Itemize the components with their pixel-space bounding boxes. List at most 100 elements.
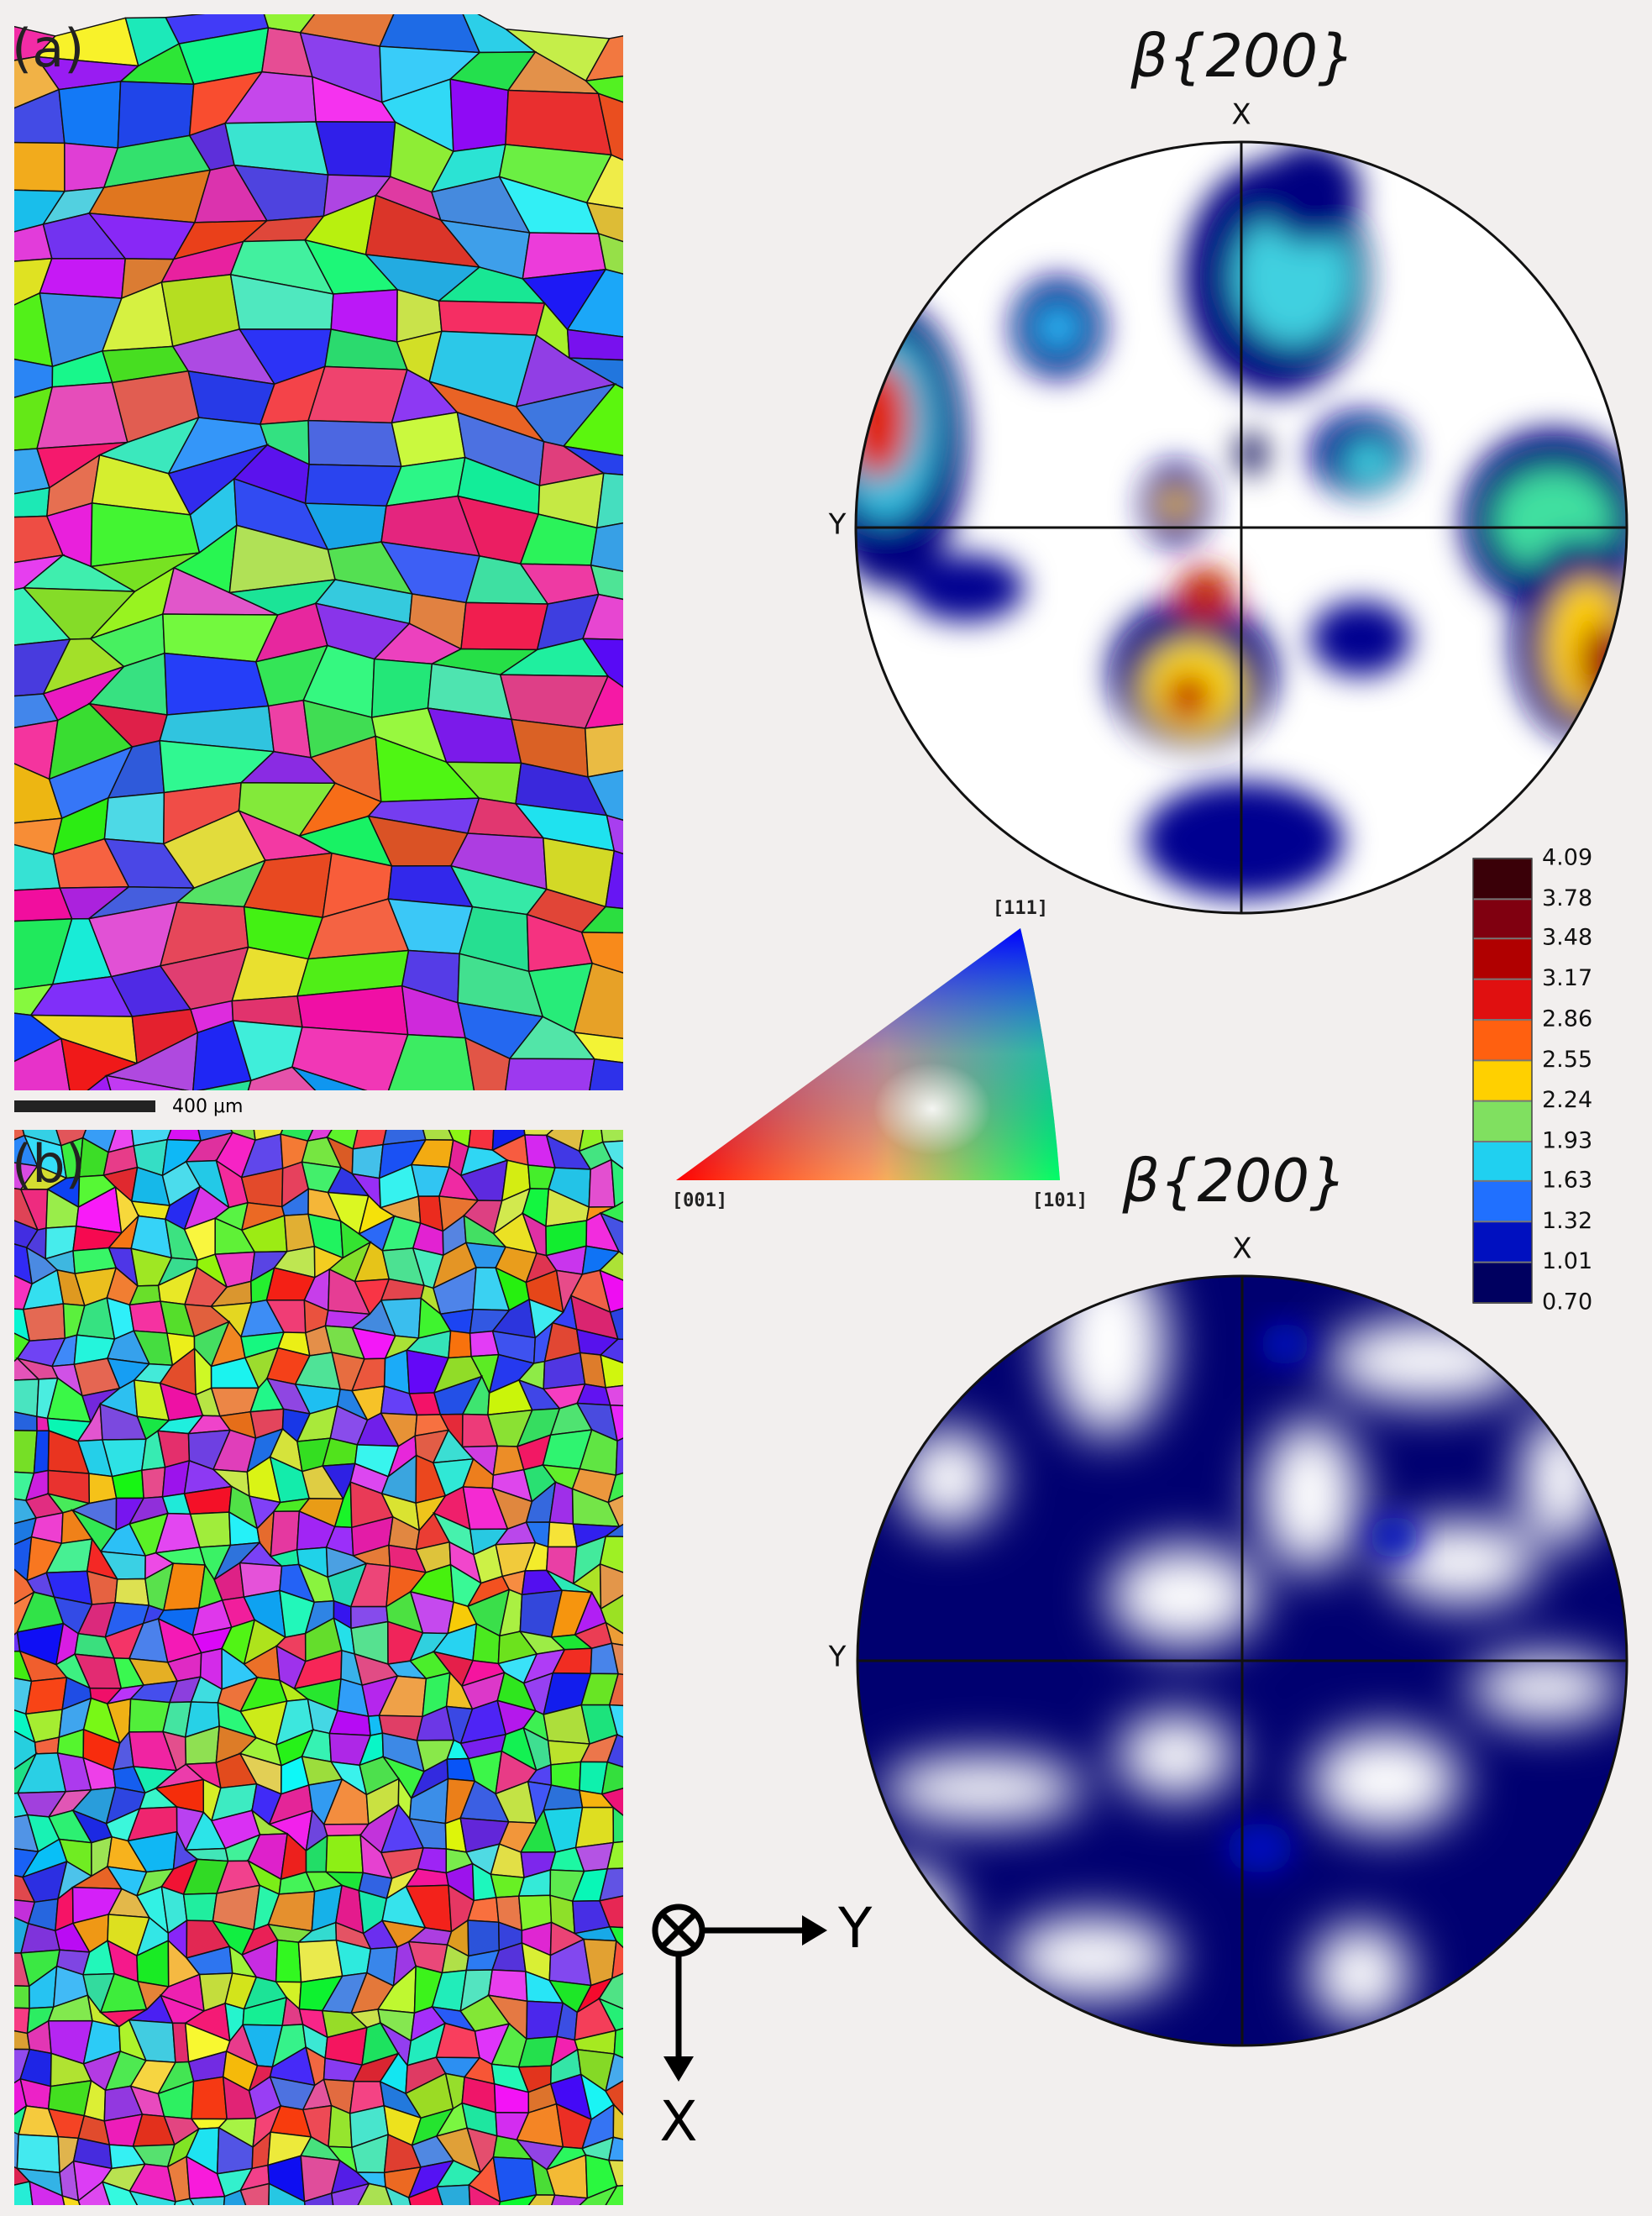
grain bbox=[600, 1788, 623, 1817]
grain bbox=[14, 1985, 30, 2009]
grain bbox=[599, 1895, 623, 1929]
grain bbox=[589, 1058, 623, 1090]
colorbar-band bbox=[1473, 859, 1532, 900]
grain bbox=[307, 419, 402, 468]
grain bbox=[605, 849, 623, 910]
axis-label: Y bbox=[828, 508, 847, 542]
grain bbox=[599, 1269, 623, 1313]
colorbar-band bbox=[1473, 979, 1532, 1020]
grain bbox=[599, 1562, 623, 1610]
panel-label: (a) bbox=[12, 18, 84, 79]
grain bbox=[590, 564, 623, 601]
grain bbox=[315, 121, 396, 178]
pole-figure-title: β{200} bbox=[1121, 1147, 1346, 1216]
colorbar-band bbox=[1473, 1019, 1532, 1061]
grain bbox=[615, 1437, 623, 1477]
grain bbox=[547, 1521, 578, 1548]
grain bbox=[599, 1536, 623, 1573]
grain bbox=[585, 202, 623, 243]
grain bbox=[599, 1200, 623, 1223]
grain bbox=[579, 2184, 619, 2205]
grain bbox=[407, 2186, 443, 2205]
grain bbox=[197, 1079, 252, 1090]
grain bbox=[609, 1307, 623, 1341]
ebsd-map-a bbox=[14, 14, 623, 1090]
grain bbox=[103, 791, 165, 845]
scale-bar bbox=[14, 1100, 155, 1112]
grain bbox=[357, 2182, 393, 2205]
colorbar-label: 3.17 bbox=[1542, 965, 1592, 991]
grain bbox=[101, 2181, 139, 2205]
grain bbox=[14, 2131, 19, 2170]
grain bbox=[590, 522, 623, 572]
grain bbox=[608, 1704, 623, 1738]
grain bbox=[611, 1939, 623, 1980]
grain bbox=[114, 1578, 150, 1606]
colorbar-label: 1.01 bbox=[1542, 1248, 1592, 1274]
grain bbox=[584, 75, 623, 103]
grain bbox=[14, 141, 66, 192]
grain bbox=[14, 1430, 38, 1474]
grain bbox=[14, 2007, 30, 2035]
grain bbox=[569, 357, 623, 389]
grain bbox=[606, 1841, 623, 1870]
pole-figure-title: β{200} bbox=[1130, 22, 1355, 91]
grain bbox=[598, 1972, 623, 2010]
grain bbox=[14, 887, 73, 922]
grain bbox=[585, 35, 623, 82]
grain bbox=[468, 2183, 501, 2205]
grain bbox=[14, 1630, 21, 1652]
grain bbox=[128, 2190, 176, 2205]
ebsd-map-b bbox=[14, 1130, 623, 2205]
grain bbox=[29, 2180, 66, 2205]
grain bbox=[605, 2052, 623, 2093]
grain bbox=[351, 1143, 384, 1179]
grain bbox=[573, 962, 623, 1039]
grain bbox=[603, 1523, 623, 1537]
grain bbox=[436, 2184, 471, 2205]
grain bbox=[14, 2181, 34, 2205]
grain bbox=[600, 1761, 623, 1795]
colorbar-label: 0.70 bbox=[1542, 1289, 1592, 1315]
colorbar-label: 1.93 bbox=[1542, 1128, 1592, 1154]
grain bbox=[601, 1140, 623, 1170]
grain bbox=[586, 769, 623, 822]
axis-label: X bbox=[1232, 1232, 1251, 1266]
grain bbox=[104, 1032, 199, 1090]
grain bbox=[607, 1472, 623, 1504]
grain bbox=[188, 2195, 226, 2205]
colorbar-label: 1.32 bbox=[1542, 1208, 1592, 1234]
grain bbox=[448, 1330, 472, 1359]
grain bbox=[599, 1338, 623, 1364]
grain bbox=[585, 154, 623, 209]
grain bbox=[58, 81, 122, 149]
grain bbox=[275, 1939, 302, 1983]
grain bbox=[291, 1066, 368, 1090]
grain bbox=[505, 1058, 595, 1090]
grain bbox=[39, 257, 127, 299]
colorbar-border bbox=[1472, 858, 1533, 1304]
grain bbox=[498, 2193, 538, 2205]
colorbar-band bbox=[1473, 1262, 1532, 1303]
colorbar-label: 2.24 bbox=[1542, 1087, 1592, 1113]
axis-label: Y bbox=[828, 1641, 847, 1674]
grain bbox=[608, 1925, 623, 1949]
grain bbox=[595, 472, 623, 529]
grain bbox=[608, 2136, 623, 2161]
colorbar-band bbox=[1473, 938, 1532, 979]
colorbar-label: 4.09 bbox=[1542, 845, 1592, 871]
axis-label: X bbox=[1231, 98, 1251, 132]
grain bbox=[597, 92, 623, 161]
grain bbox=[36, 381, 128, 449]
colorbar-band bbox=[1473, 899, 1532, 939]
grain bbox=[391, 412, 466, 468]
colorbar-label: 2.55 bbox=[1542, 1047, 1592, 1073]
grain bbox=[607, 1494, 623, 1528]
colorbar-label: 3.78 bbox=[1542, 885, 1592, 911]
triad-label: X bbox=[659, 2089, 697, 2154]
grain bbox=[609, 1405, 623, 1442]
grain bbox=[449, 78, 509, 153]
grain bbox=[87, 1074, 112, 1090]
colorbar-label: 1.63 bbox=[1542, 1167, 1592, 1193]
